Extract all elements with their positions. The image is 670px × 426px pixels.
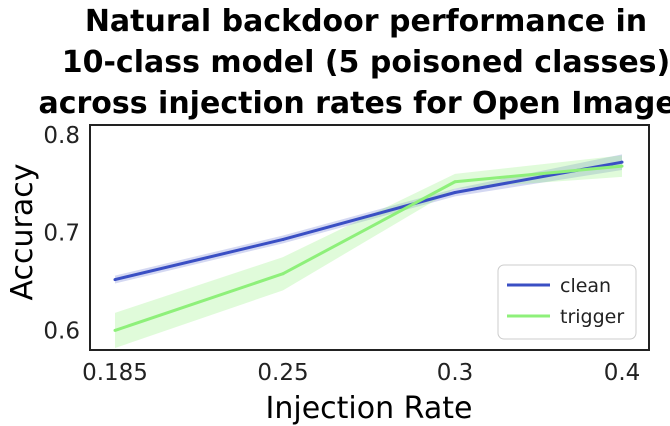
- y-tick-0.6: 0.6: [43, 318, 80, 344]
- point-trigger-0.25: [281, 272, 285, 276]
- line-clean: [114, 160, 623, 282]
- line-trigger: [114, 164, 623, 332]
- point-clean-0.185: [113, 278, 117, 282]
- x-tick-0.185: 0.185: [82, 360, 148, 386]
- band-trigger: [115, 155, 622, 349]
- title-line-1: Natural backdoor performance in: [85, 4, 647, 39]
- point-trigger-0.185: [113, 328, 117, 332]
- point-clean-0.4: [620, 160, 624, 164]
- point-trigger-0.3: [453, 180, 457, 184]
- y-axis-label: Accuracy: [5, 164, 40, 301]
- y-tick-0.7: 0.7: [43, 221, 80, 247]
- x-axis-label: Injection Rate: [266, 391, 473, 426]
- title-line-3: across injection rates for Open Images: [38, 86, 670, 121]
- point-clean-0.25: [281, 237, 285, 241]
- title-line-2: 10-class model (5 poisoned classes): [62, 45, 670, 80]
- legend-label-trigger: trigger: [560, 306, 624, 328]
- legend-label-clean: clean: [560, 275, 611, 297]
- point-clean-0.3: [453, 191, 457, 194]
- x-tick-labels: 0.185 0.25 0.3 0.4: [82, 360, 640, 386]
- x-tick-0.25: 0.25: [257, 360, 308, 386]
- point-trigger-0.4: [620, 164, 624, 168]
- series-lines: [113, 160, 624, 332]
- chart-title: Natural backdoor performance in 10-class…: [38, 4, 670, 121]
- y-tick-0.8: 0.8: [43, 123, 80, 149]
- legend: clean trigger: [497, 264, 637, 340]
- x-tick-0.4: 0.4: [604, 360, 641, 386]
- x-tick-0.3: 0.3: [437, 360, 474, 386]
- y-tick-labels: 0.6 0.7 0.8: [43, 123, 80, 345]
